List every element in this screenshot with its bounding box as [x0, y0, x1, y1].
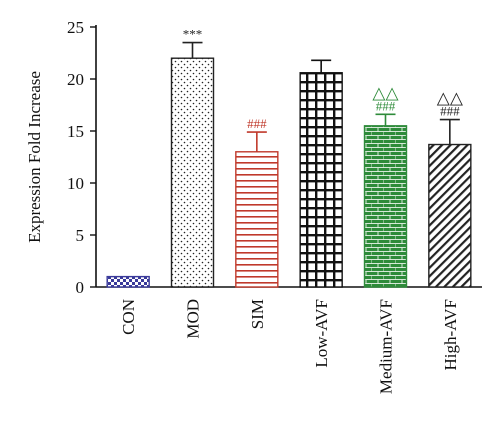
annotation-mod: *** [183, 27, 203, 42]
axes [95, 25, 482, 288]
y-tick-label: 15 [67, 122, 84, 141]
bar-high-avf [428, 143, 472, 288]
y-tick-label: 5 [76, 226, 85, 245]
y-tick-label: 10 [67, 174, 84, 193]
x-tick-label-low-avf: Low-AVF [312, 299, 331, 368]
bar-mod [170, 57, 215, 288]
y-tick-label: 20 [67, 70, 84, 89]
annotation-medium-avf: △△ [372, 83, 399, 102]
y-axis-title-group: Expression Fold Increase [25, 71, 44, 243]
y-tick-label: 25 [67, 18, 84, 37]
significance-annotations: ***######△△###△△ [183, 27, 464, 131]
x-tick-label-mod: MOD [184, 299, 203, 339]
x-tick-label-medium-avf: Medium-AVF [377, 299, 396, 394]
error-bars [182, 41, 460, 152]
annotation-high-avf: △△ [437, 89, 464, 108]
bar-low-avf [299, 72, 343, 288]
y-tick-label: 0 [76, 278, 85, 297]
bars [106, 57, 472, 288]
x-tick-labels: CON MOD SIM Low-AVF Medium-AVF High-AVF [119, 299, 460, 394]
y-axis-title: Expression Fold Increase [25, 71, 44, 243]
x-tick-label-high-avf: High-AVF [441, 299, 460, 370]
annotation-medium-avf: ### [376, 98, 396, 113]
bar-sim [235, 151, 279, 288]
x-tick-label-con: CON [119, 299, 138, 335]
annotation-high-avf: ### [440, 104, 460, 119]
x-tick-label-sim: SIM [248, 299, 267, 329]
bar-con [106, 275, 150, 288]
annotation-sim: ### [247, 116, 267, 131]
y-ticks: 0 5 10 15 20 25 [67, 18, 96, 297]
bar-medium-avf [363, 125, 408, 288]
